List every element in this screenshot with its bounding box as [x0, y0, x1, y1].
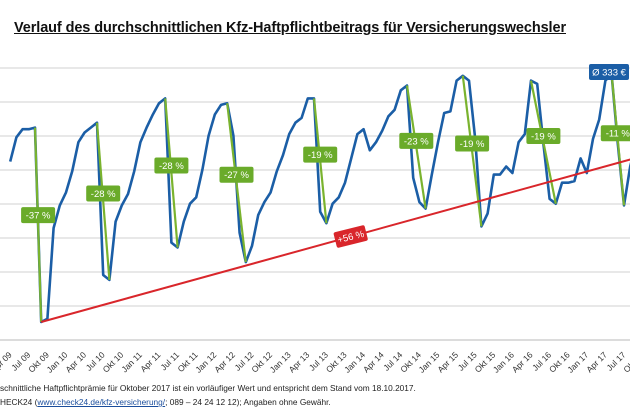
drop-badge: -19 %	[526, 128, 561, 145]
drop-badge-label: -28 %	[91, 189, 116, 200]
x-tick-label: Apr 11	[138, 350, 163, 375]
drop-badge-bg	[21, 207, 56, 224]
drop-badge: -19 %	[455, 135, 490, 152]
chart-title: Verlauf des durchschnittlichen Kfz-Haftp…	[14, 20, 566, 36]
drop-badge-label: -23 %	[404, 136, 429, 147]
footnote-prefix: HECK24 (	[0, 397, 38, 407]
drop-badge-bg	[154, 157, 189, 174]
drop-line	[33, 127, 43, 323]
footnote-suffix: ; 089 – 24 24 12 12); Angaben ohne Gewäh…	[165, 397, 331, 407]
trend-layer	[40, 158, 630, 323]
x-tick-label: Apr 15	[435, 350, 460, 375]
x-tick-label: Okt 17	[621, 350, 630, 375]
series-line	[8, 72, 630, 324]
drop-badge: -28 %	[154, 157, 189, 174]
x-tick-label: Apr 16	[510, 350, 535, 375]
x-tick-label: Apr 17	[584, 350, 609, 375]
drop-badge-label: -19 %	[460, 139, 485, 150]
drop-layer	[33, 74, 626, 323]
value-badge-label: Ø 333 €	[592, 68, 627, 79]
drop-badge-bg	[600, 125, 630, 142]
x-tick-label: Jan 11	[119, 350, 144, 375]
drop-badge-label: -37 %	[26, 211, 51, 222]
drop-badge-bg	[219, 166, 254, 183]
x-tick-label: Apr 10	[63, 350, 88, 375]
footnote-line-1: schnittliche Haftpflichtprämie für Oktob…	[0, 383, 416, 393]
value-badge-bg	[589, 64, 629, 80]
x-tick-label: Apr 14	[361, 350, 386, 375]
drop-badge: -27 %	[219, 166, 254, 183]
drop-badge: -37 %	[21, 207, 56, 224]
x-tick-label: Apr 13	[287, 350, 312, 375]
drop-badge-label: -11 %	[606, 129, 630, 140]
drop-badge: -11 %	[600, 125, 630, 142]
footnote-line-2: HECK24 (www.check24.de/kfz-versicherung/…	[0, 397, 331, 407]
drop-badge-bg	[86, 185, 121, 202]
x-tick-label: Apr 12	[212, 350, 237, 375]
drop-badge-bg	[526, 128, 561, 145]
drop-badge-bg	[303, 146, 338, 163]
trend-badge: +56 %	[333, 225, 368, 248]
drop-badge-label: -19 %	[531, 132, 556, 143]
drop-badge-label: -28 %	[159, 161, 184, 172]
drop-badge: -28 %	[86, 185, 121, 202]
drop-badge-bg	[399, 132, 434, 149]
badge-layer: -37 % -28 % -28 % -27 % -19 % -23 % -19 % -19 %…	[21, 64, 630, 248]
footnote-link[interactable]: www.check24.de/kfz-versicherung/	[37, 397, 166, 407]
value-badge: Ø 333 €	[589, 64, 629, 80]
drop-badge: -23 %	[399, 132, 434, 149]
drop-badge-bg	[455, 135, 490, 152]
drop-badge-label: -19 %	[308, 150, 333, 161]
trend-badge-bg	[333, 225, 368, 248]
drop-badge-label: -27 %	[224, 170, 249, 181]
drop-badge: -19 %	[303, 146, 338, 163]
